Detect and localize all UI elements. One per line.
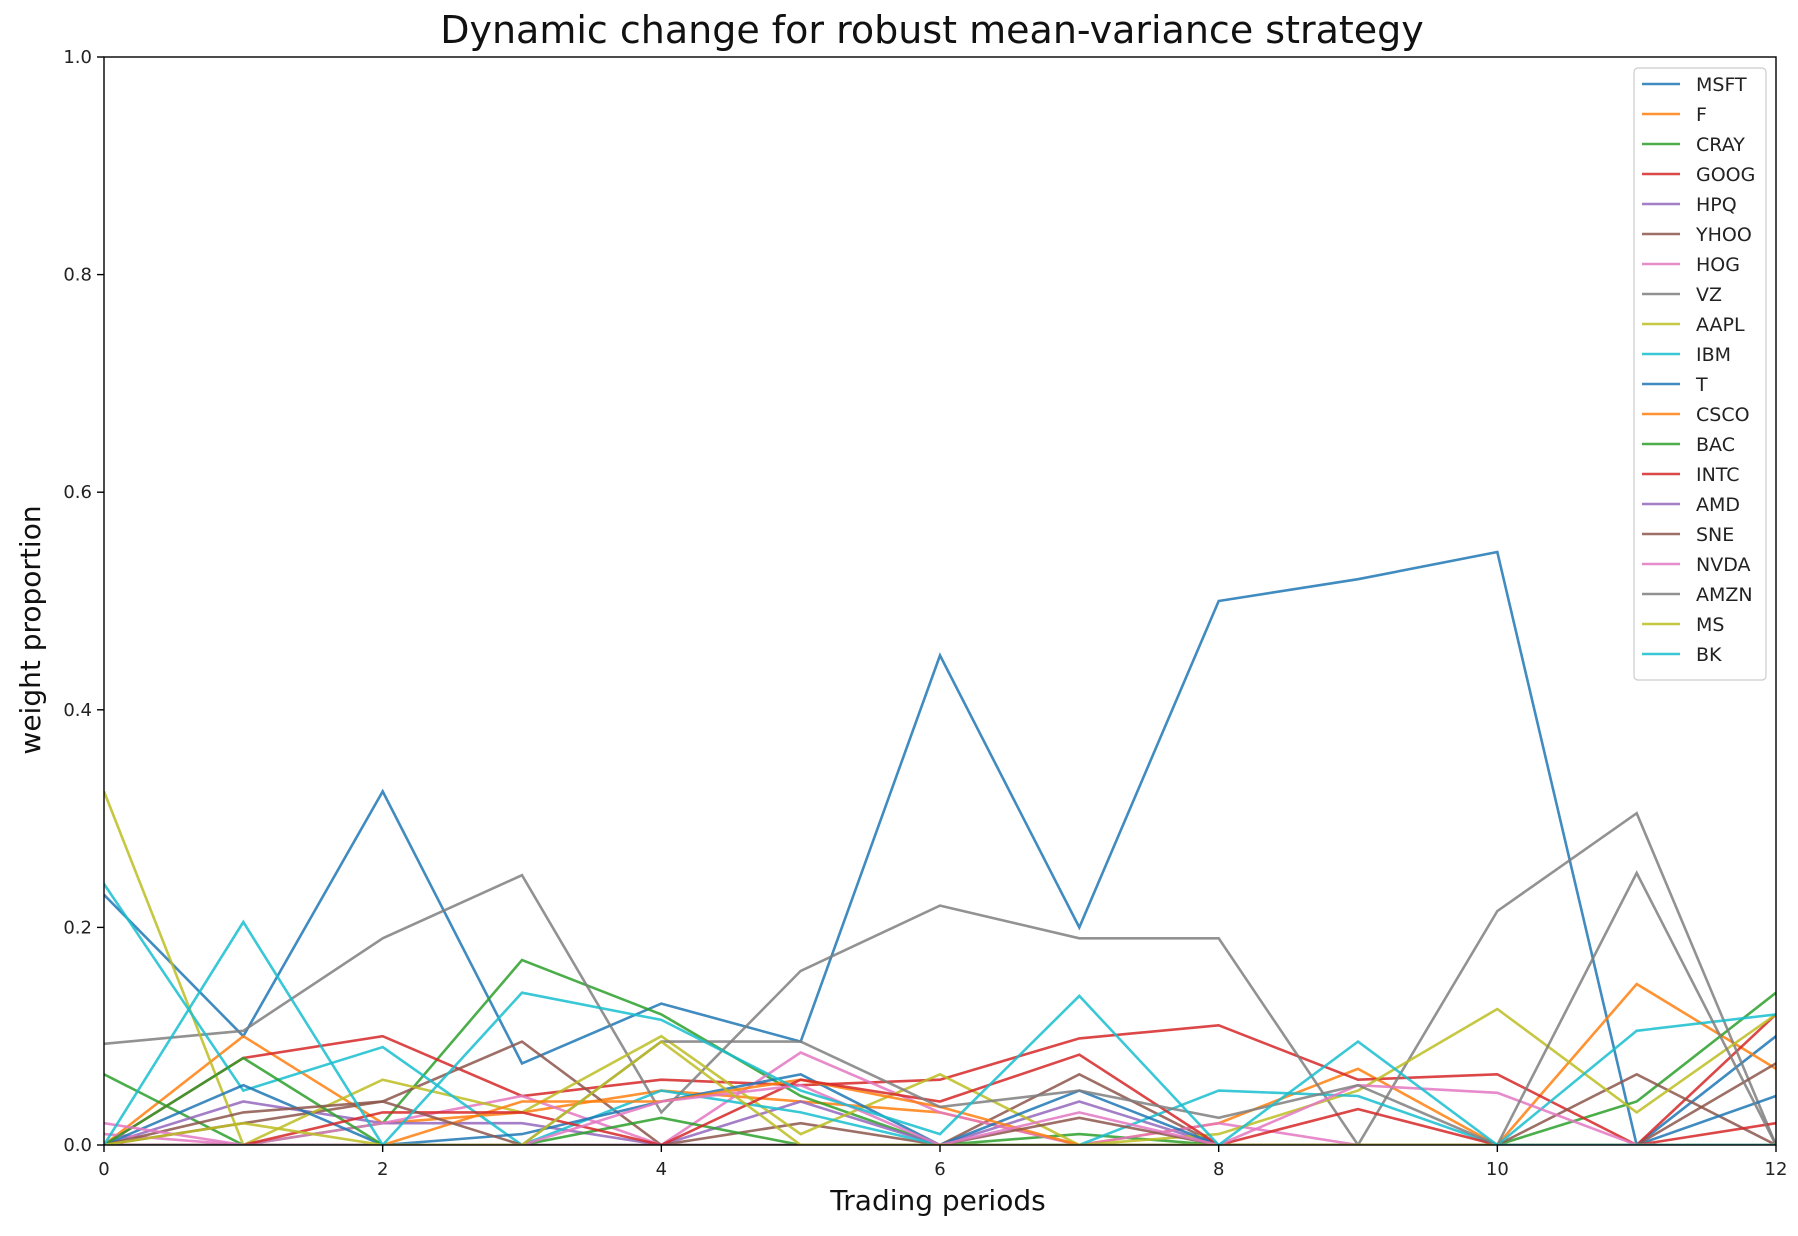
series-line-aapl (104, 790, 1776, 1145)
legend-label-goog: GOOG (1696, 164, 1755, 186)
y-tick-label: 0.4 (63, 700, 92, 721)
y-axis-label: weight proportion (14, 505, 47, 754)
x-tick-label: 0 (98, 1159, 109, 1180)
legend-label-t: T (1695, 374, 1708, 396)
x-tick-label: 4 (656, 1159, 667, 1180)
x-axis-label: Trading periods (829, 1184, 1045, 1217)
legend-label-cray: CRAY (1696, 134, 1745, 156)
legend-label-nvda: NVDA (1696, 554, 1751, 576)
x-tick-label: 8 (1213, 1159, 1224, 1180)
series-line-ibm (104, 883, 1776, 1145)
series-line-amzn (104, 870, 1776, 1145)
legend: MSFT F CRAY GOOG HPQ YHOO HOG VZ AAPL IBM T CSCO BAC… (1633, 67, 1767, 681)
legend-label-sne: SNE (1696, 524, 1734, 546)
legend-label-ms: MS (1696, 614, 1724, 636)
legend-label-amzn: AMZN (1696, 584, 1753, 606)
series-line-msft (104, 550, 1776, 1145)
legend-label-aapl: AAPL (1696, 314, 1745, 336)
legend-label-vz: VZ (1696, 284, 1722, 306)
y-tick-label: 0.2 (63, 917, 92, 938)
legend-label-amd: AMD (1696, 494, 1740, 516)
series-line-sne (104, 1062, 1776, 1145)
x-tick-label: 10 (1486, 1159, 1509, 1180)
legend-label-hpq: HPQ (1696, 194, 1737, 216)
x-tick-label: 6 (934, 1159, 945, 1180)
legend-label-intc: INTC (1696, 464, 1740, 486)
legend-box (1633, 67, 1767, 681)
series-line-hog (104, 1051, 1776, 1145)
y-tick-label: 0.8 (63, 265, 92, 286)
legend-label-msft: MSFT (1696, 74, 1747, 96)
series-line-goog (104, 1013, 1776, 1145)
legend-label-bac: BAC (1696, 434, 1735, 456)
legend-label-hog: HOG (1696, 254, 1740, 276)
y-tick-label: 0.0 (63, 1135, 92, 1156)
plot-area (104, 550, 1776, 1145)
legend-label-f: F (1696, 104, 1707, 126)
legend-label-ibm: IBM (1696, 344, 1731, 366)
legend-label-csco: CSCO (1696, 404, 1750, 426)
series-line-intc (104, 1053, 1776, 1145)
chart-title: Dynamic change for robust mean-variance … (440, 8, 1424, 52)
y-tick-label: 1.0 (63, 47, 92, 68)
x-tick-label: 12 (1765, 1159, 1788, 1180)
x-tick-label: 2 (377, 1159, 388, 1180)
legend-label-yhoo: YHOO (1695, 224, 1752, 246)
series-line-nvda (104, 1083, 1776, 1145)
y-tick-label: 0.6 (63, 482, 92, 503)
axes: 0 2 4 6 8 10 12 0.0 0.2 0.4 0.6 0.8 1.0 (63, 47, 1787, 1180)
series-line-bk (104, 919, 1776, 1145)
series-line-vz (104, 811, 1776, 1145)
legend-label-bk: BK (1696, 644, 1722, 666)
